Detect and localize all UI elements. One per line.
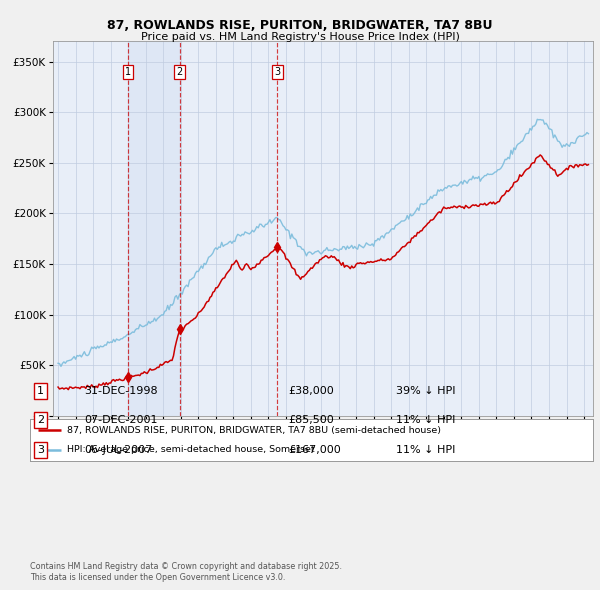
Text: Contains HM Land Registry data © Crown copyright and database right 2025.
This d: Contains HM Land Registry data © Crown c… <box>30 562 342 582</box>
Text: £38,000: £38,000 <box>288 386 334 396</box>
Text: 87, ROWLANDS RISE, PURITON, BRIDGWATER, TA7 8BU: 87, ROWLANDS RISE, PURITON, BRIDGWATER, … <box>107 19 493 32</box>
Bar <box>128 41 179 416</box>
Text: HPI: Average price, semi-detached house, Somerset: HPI: Average price, semi-detached house,… <box>67 445 314 454</box>
Text: 2: 2 <box>37 415 44 425</box>
Text: Price paid vs. HM Land Registry's House Price Index (HPI): Price paid vs. HM Land Registry's House … <box>140 32 460 42</box>
Text: 3: 3 <box>274 67 280 77</box>
Text: 2: 2 <box>176 67 182 77</box>
Text: 11% ↓ HPI: 11% ↓ HPI <box>396 415 455 425</box>
Text: 07-DEC-2001: 07-DEC-2001 <box>84 415 157 425</box>
Text: 87, ROWLANDS RISE, PURITON, BRIDGWATER, TA7 8BU (semi-detached house): 87, ROWLANDS RISE, PURITON, BRIDGWATER, … <box>67 426 440 435</box>
Text: 1: 1 <box>37 386 44 396</box>
Text: £167,000: £167,000 <box>288 445 341 455</box>
Text: 1: 1 <box>125 67 131 77</box>
Text: £85,500: £85,500 <box>288 415 334 425</box>
Text: 11% ↓ HPI: 11% ↓ HPI <box>396 445 455 455</box>
Text: 31-DEC-1998: 31-DEC-1998 <box>84 386 158 396</box>
Text: 3: 3 <box>37 445 44 455</box>
Text: 39% ↓ HPI: 39% ↓ HPI <box>396 386 455 396</box>
Text: 06-JUL-2007: 06-JUL-2007 <box>84 445 152 455</box>
